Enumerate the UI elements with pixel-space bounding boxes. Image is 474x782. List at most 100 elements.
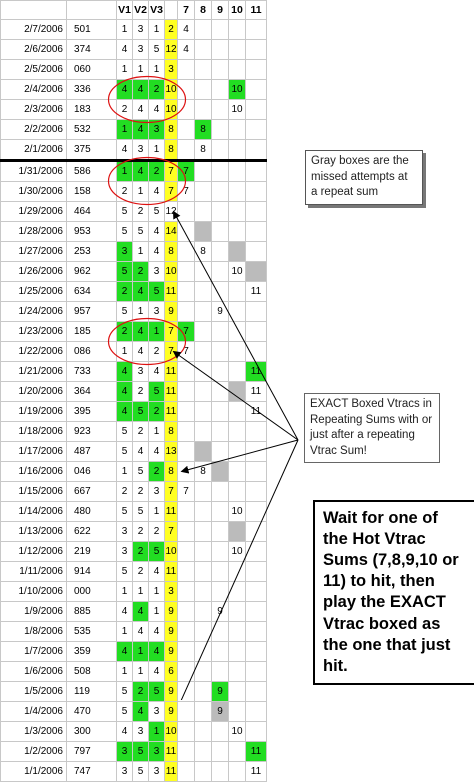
table-row: 2/3/2006 183 2 4 4 10 10 <box>0 99 267 120</box>
sum-col-cell <box>245 541 267 562</box>
sum-cell: 10 <box>164 541 178 562</box>
vtrac-cell: 3 <box>148 761 165 782</box>
exact-boxed-note: EXACT Boxed Vtracs in Repeating Sums wit… <box>304 393 440 464</box>
table-row: 1/5/2006 119 5 2 5 9 9 <box>0 681 267 702</box>
row-number: 586 <box>66 160 117 182</box>
vtrac-cell: 4 <box>132 621 149 642</box>
vtrac-cell: 3 <box>148 701 165 722</box>
vtrac-cell: 2 <box>132 381 149 402</box>
vtrac-cell: 5 <box>132 461 149 482</box>
sum-col-cell: 7 <box>177 481 195 502</box>
table-row: 1/24/2006 957 5 1 3 9 9 <box>0 301 267 322</box>
sum-col-cell <box>211 481 229 502</box>
sum-col-cell <box>194 681 212 702</box>
sum-col-cell <box>194 641 212 662</box>
row-number: 000 <box>66 581 117 602</box>
wait-instructions-note: Wait for one of the Hot Vtrac Sums (7,8,… <box>313 500 474 685</box>
sum-col-cell <box>194 201 212 222</box>
vtrac-cell: 5 <box>116 421 133 442</box>
header-col-9: 9 <box>211 0 229 20</box>
vtrac-cell: 5 <box>148 281 165 302</box>
sum-cell: 8 <box>164 139 178 162</box>
vtrac-cell: 4 <box>116 641 133 662</box>
row-date: 1/2/2006 <box>0 741 67 762</box>
sum-col-cell <box>211 241 229 262</box>
row-date: 1/4/2006 <box>0 701 67 722</box>
sum-col-cell <box>228 581 246 602</box>
sum-col-cell <box>245 701 267 722</box>
table-row: 1/8/2006 535 1 4 4 9 <box>0 621 267 642</box>
table-row: 1/11/2006 914 5 2 4 11 <box>0 561 267 582</box>
vtrac-cell: 5 <box>116 681 133 702</box>
vtrac-cell: 5 <box>116 301 133 322</box>
sum-col-cell <box>194 561 212 582</box>
row-number: 374 <box>66 39 117 60</box>
vtrac-cell: 2 <box>132 261 149 282</box>
sum-col-cell <box>194 361 212 382</box>
vtrac-cell: 3 <box>148 481 165 502</box>
row-number: 464 <box>66 201 117 222</box>
sum-cell: 8 <box>164 461 178 482</box>
sum-col-cell <box>211 721 229 742</box>
sum-col-cell <box>211 641 229 662</box>
vtrac-cell: 4 <box>148 441 165 462</box>
table-row: 2/5/2006 060 1 1 1 3 <box>0 59 267 80</box>
vtrac-cell: 5 <box>132 401 149 422</box>
vtrac-cell: 3 <box>116 741 133 762</box>
row-date: 1/11/2006 <box>0 561 67 582</box>
sum-col-cell <box>177 401 195 422</box>
sum-cell: 8 <box>164 119 178 140</box>
header-date <box>0 0 67 20</box>
vtrac-cell: 1 <box>116 461 133 482</box>
vtrac-cell: 4 <box>132 99 149 120</box>
row-number: 060 <box>66 59 117 80</box>
sum-col-cell <box>228 601 246 622</box>
vtrac-cell: 5 <box>148 39 165 60</box>
table-row: 1/17/2006 487 5 4 4 13 <box>0 441 267 462</box>
sum-col-cell <box>211 421 229 442</box>
sum-cell: 7 <box>164 160 178 182</box>
sum-col-cell <box>194 281 212 302</box>
vtrac-cell: 1 <box>132 661 149 682</box>
sum-col-cell <box>194 341 212 362</box>
sum-col-cell <box>194 741 212 762</box>
table-row: 2/1/2006 375 4 3 1 8 8 <box>0 139 267 162</box>
sum-col-cell <box>245 181 267 202</box>
sum-cell: 7 <box>164 481 178 502</box>
row-number: 535 <box>66 621 117 642</box>
vtrac-cell: 5 <box>132 761 149 782</box>
row-date: 1/3/2006 <box>0 721 67 742</box>
sum-col-cell: 10 <box>228 721 246 742</box>
vtrac-cell: 1 <box>116 119 133 140</box>
sum-col-cell <box>245 99 267 120</box>
vtrac-cell: 5 <box>148 681 165 702</box>
vtrac-cell: 3 <box>132 139 149 162</box>
header-col-7: 7 <box>177 0 195 20</box>
sum-col-cell <box>194 59 212 80</box>
sum-col-cell <box>194 221 212 242</box>
sum-col-cell <box>245 160 267 182</box>
sum-col-cell <box>211 221 229 242</box>
vtrac-cell: 3 <box>148 119 165 140</box>
vtrac-cell: 4 <box>148 99 165 120</box>
table-row: 1/13/2006 622 3 2 2 7 <box>0 521 267 542</box>
sum-col-cell: 7 <box>177 321 195 342</box>
sum-col-cell <box>194 481 212 502</box>
sum-col-cell <box>211 441 229 462</box>
sum-cell: 6 <box>164 661 178 682</box>
vtrac-cell: 2 <box>132 201 149 222</box>
row-date: 1/18/2006 <box>0 421 67 442</box>
row-number: 336 <box>66 79 117 100</box>
row-date: 1/7/2006 <box>0 641 67 662</box>
vtrac-cell: 4 <box>132 601 149 622</box>
vtrac-cell: 1 <box>148 581 165 602</box>
sum-col-cell <box>228 561 246 582</box>
sum-col-cell <box>177 541 195 562</box>
sum-col-cell <box>211 561 229 582</box>
vtrac-cell: 4 <box>148 621 165 642</box>
vtrac-cell: 5 <box>116 701 133 722</box>
vtrac-cell: 1 <box>132 59 149 80</box>
sum-col-cell <box>211 119 229 140</box>
vtrac-cell: 1 <box>132 581 149 602</box>
vtrac-cell: 1 <box>148 721 165 742</box>
